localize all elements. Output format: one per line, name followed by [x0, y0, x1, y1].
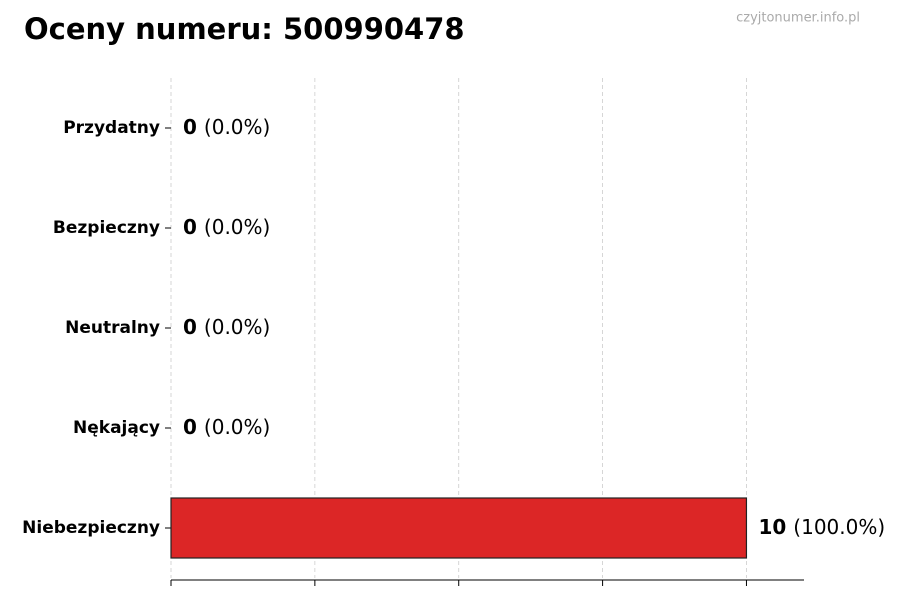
watermark: czyjtonumer.info.pl [736, 11, 860, 26]
value-percent: (100.0%) [793, 515, 885, 539]
y-tick-label: Niebezpieczny [22, 518, 160, 538]
value-percent: (0.0%) [204, 215, 270, 239]
value-label: 0 (0.0%) [183, 415, 270, 439]
value-percent: (0.0%) [204, 415, 270, 439]
chart-title: Oceny numeru: 500990478 [24, 12, 465, 46]
y-tick-label: Nękający [73, 418, 160, 438]
value-count: 0 [183, 415, 197, 439]
value-label: 10 (100.0%) [758, 515, 885, 539]
value-count: 0 [183, 215, 197, 239]
y-tick-label: Neutralny [65, 318, 160, 338]
bar [170, 497, 748, 559]
y-tick-label: Przydatny [63, 118, 160, 138]
value-label: 0 (0.0%) [183, 315, 270, 339]
y-tick-label: Bezpieczny [53, 218, 160, 238]
value-count: 0 [183, 315, 197, 339]
value-percent: (0.0%) [204, 115, 270, 139]
value-count: 0 [183, 115, 197, 139]
value-label: 0 (0.0%) [183, 115, 270, 139]
value-label: 0 (0.0%) [183, 215, 270, 239]
value-percent: (0.0%) [204, 315, 270, 339]
value-count: 10 [758, 515, 786, 539]
